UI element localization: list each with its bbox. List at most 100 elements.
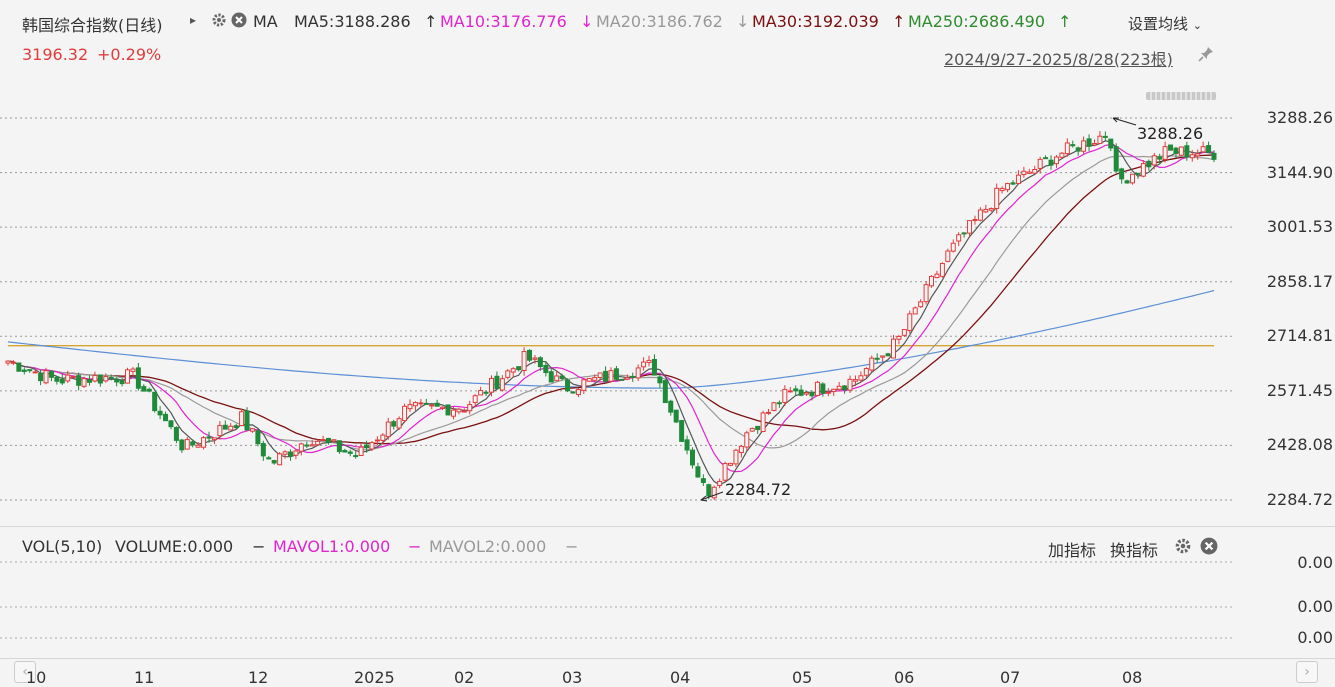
date-range[interactable]: 2024/9/27-2025/8/28(223根) xyxy=(944,50,1173,69)
candle xyxy=(831,388,837,396)
range-slider-handle[interactable] xyxy=(1146,87,1216,106)
candle xyxy=(543,360,549,377)
candle xyxy=(695,462,701,478)
time-axis-label: 10 xyxy=(26,668,47,687)
candle xyxy=(1075,146,1081,156)
gear-icon[interactable] xyxy=(211,12,227,32)
current-price: 3196.32 xyxy=(22,45,89,64)
volume-chart[interactable] xyxy=(0,560,1335,660)
ma5-value: MA5:3188.286 xyxy=(294,12,411,31)
pin-icon[interactable] xyxy=(1197,45,1215,67)
candle xyxy=(456,407,462,415)
candle xyxy=(16,362,22,372)
candle xyxy=(1091,139,1097,147)
add-indicator-button[interactable]: 加指标 xyxy=(1048,541,1097,560)
vol-axis-label: 0.00 xyxy=(1297,628,1333,647)
candle xyxy=(1064,138,1070,157)
time-axis-label: 08 xyxy=(1122,668,1143,687)
candle xyxy=(1135,172,1141,179)
candle xyxy=(1119,167,1125,184)
volume-value: VOLUME:0.000 xyxy=(115,537,234,556)
candle xyxy=(662,379,668,404)
time-axis-label: 12 xyxy=(248,668,269,687)
candle xyxy=(1032,165,1038,174)
candle xyxy=(418,399,424,408)
ma-settings-button[interactable]: 设置均线 ⌄ xyxy=(1128,15,1203,33)
candle xyxy=(1086,134,1092,152)
scroll-right-button[interactable]: › xyxy=(1296,661,1318,683)
candle xyxy=(684,435,690,455)
candle xyxy=(608,367,614,383)
candle xyxy=(929,275,935,288)
candle xyxy=(1162,141,1168,163)
expand-arrow-icon[interactable]: ▸ xyxy=(190,13,197,27)
candle xyxy=(548,368,554,383)
candle xyxy=(412,401,418,411)
candle xyxy=(385,417,391,440)
ma250-value: MA250:2686.490 xyxy=(908,12,1046,31)
candle xyxy=(613,365,619,381)
switch-indicator-button[interactable]: 换指标 xyxy=(1110,541,1159,560)
ma30-arrow: ↑ xyxy=(892,12,906,31)
candle xyxy=(287,449,293,461)
volume-label: VOL(5,10) xyxy=(22,537,103,556)
candle xyxy=(233,423,239,430)
candle xyxy=(722,461,728,482)
volume-close-icon[interactable] xyxy=(1200,537,1218,559)
candle xyxy=(804,392,810,396)
candle xyxy=(1189,150,1195,162)
volume-dash: − xyxy=(252,537,266,556)
candle xyxy=(364,440,370,453)
candle xyxy=(70,375,76,379)
candle xyxy=(450,407,456,420)
candle xyxy=(54,376,60,385)
candle xyxy=(597,372,603,381)
candle xyxy=(1206,141,1212,153)
candle xyxy=(744,430,750,451)
volume-gear-icon[interactable] xyxy=(1174,537,1192,559)
candle xyxy=(304,441,310,449)
candle xyxy=(1211,150,1217,163)
candle xyxy=(282,450,288,459)
candle xyxy=(1053,154,1059,168)
candle xyxy=(65,370,71,384)
candle xyxy=(1059,152,1065,159)
candle xyxy=(228,423,234,431)
candle xyxy=(575,388,581,398)
extreme-annotations: 3288.26 2284.72 xyxy=(700,117,1203,502)
price-axis-label: 3288.26 xyxy=(1266,108,1333,127)
time-axis-label: 02 xyxy=(454,668,475,687)
close-icon[interactable] xyxy=(231,12,247,32)
price-axis-label: 2571.45 xyxy=(1266,380,1333,400)
candle xyxy=(505,369,511,380)
candle xyxy=(135,362,141,391)
price-axis-label: 2428.08 xyxy=(1266,435,1333,455)
candle xyxy=(847,375,853,394)
candle xyxy=(461,408,467,413)
candle xyxy=(249,428,255,433)
candle xyxy=(260,440,266,461)
candle xyxy=(336,440,342,454)
candle xyxy=(1151,152,1157,170)
candle xyxy=(592,374,598,383)
candle xyxy=(901,329,907,337)
candlestick-chart[interactable]: 3288.26 2284.72 xyxy=(0,100,1335,525)
high-annotation: 3288.26 xyxy=(1137,124,1203,143)
ma20-value: MA20:3186.762 xyxy=(596,12,723,31)
candle xyxy=(934,270,940,279)
candle xyxy=(820,382,826,397)
candle xyxy=(950,239,956,253)
scroll-left-button[interactable]: ‹ xyxy=(14,661,36,683)
candle xyxy=(146,387,152,393)
candle xyxy=(402,403,408,422)
candle xyxy=(163,411,169,422)
candle xyxy=(478,386,484,396)
candle xyxy=(38,369,44,386)
candle xyxy=(266,455,272,460)
candle xyxy=(890,334,896,359)
candle xyxy=(445,404,451,416)
candle xyxy=(5,360,11,366)
candle xyxy=(1200,141,1206,153)
candle xyxy=(646,355,652,367)
candle xyxy=(641,357,647,371)
